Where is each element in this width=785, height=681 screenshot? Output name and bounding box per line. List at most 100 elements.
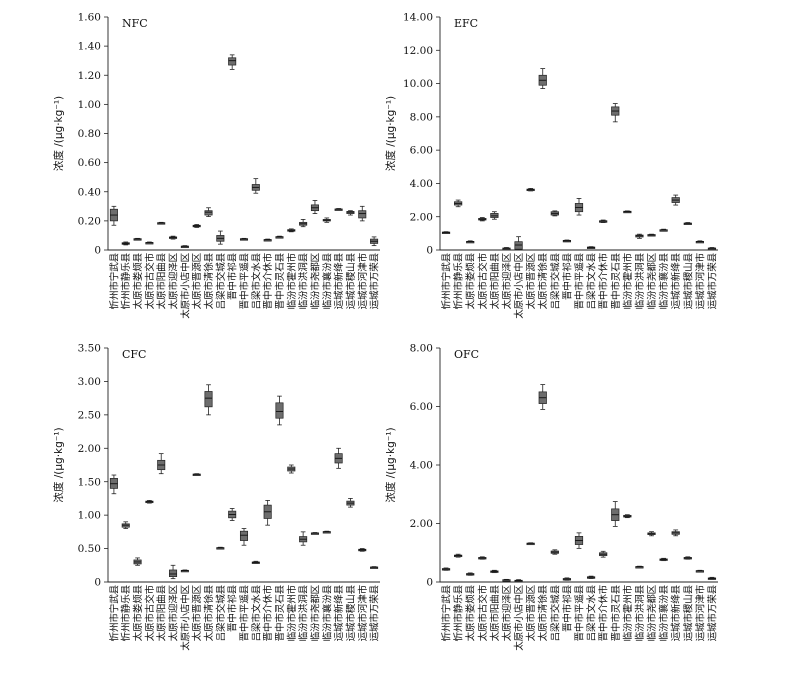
y-tick-label: 2.00 — [78, 443, 101, 455]
box-plot-efc — [683, 222, 692, 225]
x-category-label: 晋中市祁县 — [227, 252, 239, 300]
axes-frame — [107, 17, 380, 251]
box-plot-cfc — [310, 532, 319, 535]
panel-title: CFC — [122, 348, 146, 361]
box-plot-efc — [586, 246, 596, 249]
box-plot-nfc — [275, 235, 284, 239]
box-plot-efc — [671, 194, 680, 206]
y-tick-label: 0.60 — [78, 157, 101, 169]
x-category-label: 太原市晋源区 — [525, 252, 537, 309]
x-category-label: 吕梁市文水县 — [586, 252, 598, 309]
y-tick-label: 0 — [94, 577, 101, 589]
chart-panel-efc: 0 2.00 4.00 6.00 8.00 10.00 12.00 14.00 EFC 浓度 /(… — [384, 12, 718, 319]
x-category-label: 太原市古交市 — [477, 584, 489, 641]
x-category-label: 运城市稷山县 — [345, 252, 357, 309]
axes-frame — [107, 348, 380, 583]
x-category-label: 太原市阳曲县 — [489, 252, 501, 309]
panel-title: OFC — [454, 348, 479, 361]
box-plot-cfc — [346, 498, 355, 508]
x-category-label: 运城市新绛县 — [333, 584, 345, 641]
x-category-label: 临汾市襄汾县 — [321, 584, 333, 641]
box-plot-ofc — [683, 556, 692, 560]
x-category-label: 临汾市洪洞县 — [298, 252, 310, 309]
x-category-label: 临汾市霍州市 — [286, 252, 298, 309]
x-category-label: 晋中市介休市 — [598, 584, 610, 641]
box-plot-ofc — [538, 384, 547, 410]
x-category-label: 晋中市平遥县 — [239, 584, 251, 641]
x-category-label: 太原市阳曲县 — [489, 584, 501, 641]
box-plot-nfc — [322, 217, 331, 223]
box-plot-cfc — [228, 508, 237, 521]
box-plot-efc — [502, 247, 511, 250]
y-tick-label: 0 — [94, 245, 101, 257]
box-plot-cfc — [239, 528, 249, 546]
y-tick-label: 4.00 — [410, 178, 433, 190]
box-plot-ofc — [454, 553, 463, 558]
box-plot-ofc — [611, 501, 620, 527]
x-category-label: 运城市河津市 — [357, 252, 369, 309]
x-category-label: 晋中市介休市 — [262, 252, 274, 309]
x-category-label: 太原市迎泽区 — [168, 584, 180, 641]
box-plot-efc — [647, 233, 656, 237]
box-plot-cfc — [145, 500, 154, 504]
chart-panel-nfc: 0 0.20 0.40 0.60 0.80 1.00 1.20 1.40 1.60 NFC 浓度 /… — [52, 12, 381, 319]
x-category-label: 吕梁市文水县 — [250, 252, 262, 309]
box-plot-nfc — [109, 205, 118, 226]
box-plot-ofc — [562, 577, 572, 581]
box-plot-ofc — [478, 556, 487, 560]
x-category-label: 吕梁市交城县 — [549, 584, 561, 641]
x-category-label: 晋中市平遥县 — [239, 252, 251, 309]
x-category-label: 运城市稷山县 — [682, 252, 694, 309]
x-category-label: 吕梁市交城县 — [215, 584, 227, 641]
x-category-label: 临汾市尧都区 — [646, 252, 658, 309]
box-plot-cfc — [157, 453, 166, 475]
box-plot-efc — [695, 240, 704, 244]
x-category-label: 晋中市灵石县 — [274, 252, 286, 309]
box-plot-nfc — [299, 219, 308, 228]
box-plot-efc — [550, 210, 559, 217]
y-tick-label: 2.00 — [410, 211, 433, 223]
x-category-label: 临汾市襄汾县 — [321, 252, 333, 309]
y-tick-label: 1.40 — [78, 41, 101, 53]
x-category-label: 运城市河津市 — [694, 584, 706, 641]
y-tick-label: 0 — [426, 577, 433, 589]
x-category-label: 运城市河津市 — [357, 584, 369, 641]
x-category-label: 吕梁市文水县 — [250, 584, 262, 641]
y-axis-label: 浓度 /(μg·kg⁻¹) — [52, 96, 65, 171]
panel-title: EFC — [454, 17, 478, 30]
iqr-box — [169, 569, 178, 578]
box-plot-nfc — [157, 221, 166, 225]
box-plot-cfc — [251, 560, 260, 564]
box-plot-cfc — [192, 473, 201, 476]
box-plot-nfc — [204, 207, 213, 217]
y-tick-label: 8.00 — [410, 111, 433, 123]
x-category-label: 忻州市宁武县 — [441, 584, 453, 641]
box-plot-cfc — [180, 569, 189, 573]
x-category-label: 太原市娄烦县 — [132, 252, 144, 309]
x-category-label: 临汾市洪洞县 — [298, 584, 310, 641]
box-plot-nfc — [358, 205, 367, 222]
x-category-label: 临汾市襄汾县 — [658, 252, 670, 309]
box-plot-nfc — [310, 200, 319, 214]
box-plot-efc — [623, 210, 632, 214]
box-plot-nfc — [228, 54, 237, 70]
y-axis-label: 浓度 /(μg·kg⁻¹) — [384, 96, 397, 171]
x-category-label: 临汾市洪洞县 — [634, 584, 646, 641]
x-category-label: 忻州市静乐县 — [453, 252, 465, 309]
box-plot-cfc — [358, 548, 367, 552]
x-category-label: 太原市娄烦县 — [132, 584, 144, 641]
y-tick-label: 0 — [426, 245, 433, 257]
box-plot-nfc — [192, 224, 201, 228]
x-category-label: 太原市阳曲县 — [156, 252, 168, 309]
box-plot-ofc — [586, 575, 596, 579]
x-category-label: 临汾市霍州市 — [622, 252, 634, 309]
box-plot-ofc — [574, 532, 584, 549]
y-tick-label: 1.00 — [78, 99, 101, 111]
box-plot-ofc — [502, 578, 511, 582]
box-plot-efc — [526, 188, 535, 192]
y-tick-label: 0.20 — [78, 215, 101, 227]
y-axis-label: 浓度 /(μg·kg⁻¹) — [384, 427, 397, 502]
x-category-label: 晋中市祁县 — [561, 584, 573, 632]
iqr-box — [204, 391, 213, 408]
x-category-label: 运城市万荣县 — [369, 584, 381, 641]
